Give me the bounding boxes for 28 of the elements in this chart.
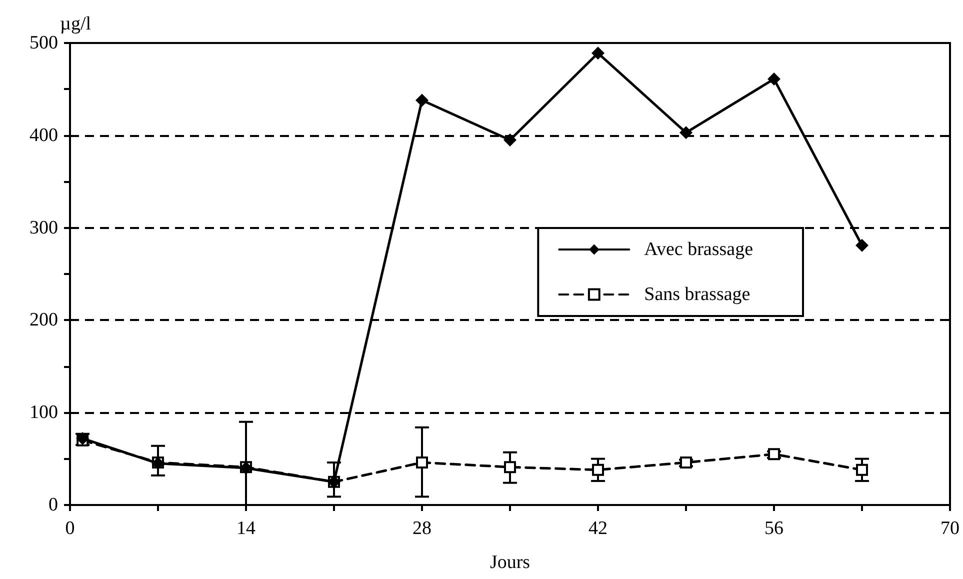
point	[768, 448, 780, 460]
y-tick-label: 200	[30, 310, 58, 331]
x-tick-label: 70	[940, 518, 960, 539]
y-tick-label: 500	[30, 32, 58, 54]
point	[680, 126, 692, 140]
y-tick-label: 300	[30, 217, 58, 238]
x-tick-label: 0	[65, 518, 75, 539]
y-tick-label: 0	[48, 494, 58, 516]
point	[592, 464, 604, 476]
point	[504, 461, 516, 474]
x-axis-title: Jours	[490, 552, 530, 573]
y-axis-title: µg/l	[60, 14, 92, 35]
point	[504, 134, 516, 147]
y-tick-label: 100	[30, 402, 58, 424]
x-tick-label: 42	[588, 518, 608, 539]
legend-label: Avec brassage	[644, 239, 753, 260]
point	[416, 94, 428, 107]
x-tick-label: 56	[764, 518, 784, 539]
x-tick-label: 14	[236, 518, 256, 539]
point	[856, 238, 868, 252]
x-tick-label: 28	[412, 518, 432, 539]
y-tick-label: 400	[30, 124, 58, 146]
point	[416, 456, 428, 468]
point	[592, 46, 604, 60]
point	[768, 72, 780, 86]
point	[856, 464, 868, 476]
point	[680, 456, 692, 468]
legend-label: Sans brassage	[644, 284, 750, 305]
